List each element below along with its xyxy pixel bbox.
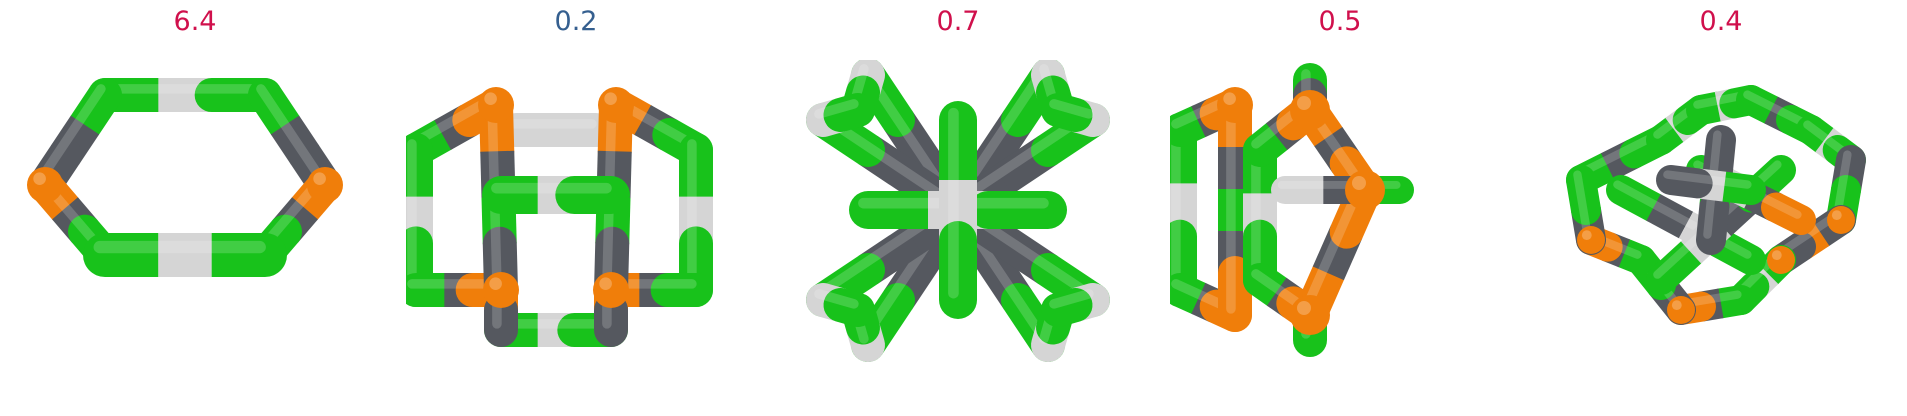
structure-panel-3: 0.7	[768, 0, 1148, 416]
molecule-cage-image	[406, 87, 713, 347]
structure-panel-4: 0.5	[1150, 0, 1530, 416]
structure-panel-2: 0.2	[386, 0, 766, 416]
panel-value-label: 6.4	[173, 6, 217, 37]
molecule-prism-image	[1170, 63, 1414, 357]
molecule-cluster-image	[1566, 85, 1866, 325]
panel-value-label: 0.5	[1318, 6, 1362, 37]
structure-panel-1: 6.4	[5, 0, 385, 416]
panel-value-label: 0.4	[1699, 6, 1743, 37]
molecule-cross-image	[806, 60, 1110, 362]
panel-value-label: 0.2	[554, 6, 598, 37]
molecule-ring-image	[27, 78, 343, 277]
panel-value-label: 0.7	[936, 6, 980, 37]
structure-panel-5: 0.4	[1531, 0, 1907, 416]
